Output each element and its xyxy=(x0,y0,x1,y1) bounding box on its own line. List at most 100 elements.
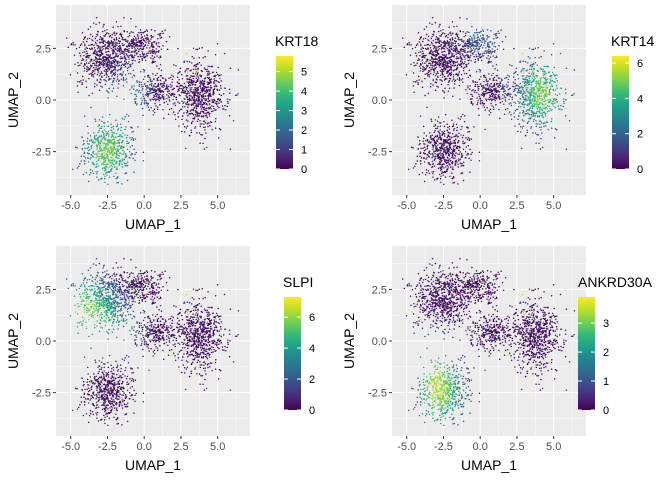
cell-point xyxy=(449,41,451,43)
cell-point xyxy=(438,131,440,134)
cell-point xyxy=(98,119,101,121)
cell-point xyxy=(119,45,121,47)
cell-point xyxy=(464,45,467,47)
cell-point xyxy=(190,69,193,71)
cell-point xyxy=(467,85,469,87)
cell-point xyxy=(502,94,504,96)
cell-point xyxy=(417,136,419,139)
cell-point xyxy=(482,33,484,36)
cell-point xyxy=(178,109,181,112)
cell-point xyxy=(449,31,451,33)
cell-point xyxy=(533,118,535,120)
cell-point xyxy=(197,118,199,120)
cell-point xyxy=(431,171,433,173)
cell-point xyxy=(183,61,185,64)
cell-point xyxy=(538,114,541,117)
cell-point xyxy=(133,75,136,77)
cell-point xyxy=(96,140,98,142)
cell-point xyxy=(95,166,97,168)
cell-point xyxy=(428,172,431,175)
cell-point xyxy=(514,125,516,127)
cell-point xyxy=(186,92,189,94)
cell-point xyxy=(438,45,440,48)
cell-point xyxy=(439,40,441,42)
cell-point xyxy=(177,85,179,88)
cell-point xyxy=(85,171,88,174)
cell-point xyxy=(131,55,133,57)
cell-point xyxy=(487,48,490,51)
cell-point xyxy=(515,70,517,73)
cell-point xyxy=(121,183,123,185)
cell-point xyxy=(434,64,437,67)
cell-point xyxy=(104,145,107,147)
cell-point xyxy=(150,42,153,45)
cell-point xyxy=(202,142,204,145)
cell-point xyxy=(153,56,156,58)
cell-point xyxy=(118,163,121,165)
cell-point xyxy=(461,58,463,61)
cell-point xyxy=(506,107,509,110)
cell-point xyxy=(549,107,551,110)
cell-point xyxy=(488,110,491,112)
cell-point xyxy=(466,31,468,33)
cell-point xyxy=(105,172,107,175)
cell-point xyxy=(443,150,446,152)
cell-point xyxy=(228,114,231,117)
cell-point xyxy=(174,102,176,104)
cell-point xyxy=(541,113,544,115)
cell-point xyxy=(463,72,466,75)
cell-point xyxy=(104,139,107,141)
cell-point xyxy=(430,58,433,60)
cell-point xyxy=(421,50,424,53)
cell-point xyxy=(522,77,524,80)
cell-point xyxy=(120,32,122,35)
cell-point xyxy=(424,174,427,176)
cell-point xyxy=(473,44,475,47)
cell-point xyxy=(533,112,536,114)
cell-point xyxy=(202,110,205,113)
cell-point xyxy=(107,120,109,123)
cell-point xyxy=(446,78,448,80)
cell-point xyxy=(469,35,472,38)
cell-point xyxy=(542,83,545,85)
cell-point xyxy=(495,37,498,39)
cell-point xyxy=(170,94,172,97)
cell-point xyxy=(203,120,206,122)
cell-point xyxy=(407,168,410,171)
cell-point xyxy=(449,132,451,134)
cell-point xyxy=(217,137,220,139)
cell-point xyxy=(493,42,496,44)
cell-point xyxy=(83,38,85,40)
cell-point xyxy=(454,42,457,45)
cell-point xyxy=(97,125,99,128)
cell-point xyxy=(443,91,446,94)
cell-point xyxy=(543,104,545,106)
cell-point xyxy=(449,146,452,149)
cell-point xyxy=(543,125,545,128)
cell-point xyxy=(103,135,105,138)
cell-point xyxy=(150,106,152,109)
cell-point xyxy=(455,33,457,36)
cell-point xyxy=(210,110,213,113)
cell-point xyxy=(524,78,526,80)
cell-point xyxy=(554,97,556,100)
cell-point xyxy=(453,32,455,34)
colorbar-label: 5 xyxy=(301,67,307,79)
cell-point xyxy=(142,159,145,162)
cell-point xyxy=(525,84,528,87)
cell-point xyxy=(131,127,133,129)
cell-point xyxy=(536,64,538,66)
cell-point xyxy=(493,76,496,79)
cell-point xyxy=(471,90,473,92)
cell-point xyxy=(122,77,125,79)
cell-point xyxy=(544,79,547,81)
cell-point xyxy=(422,55,424,57)
cell-point xyxy=(94,58,97,60)
cell-point xyxy=(203,89,205,92)
cell-point xyxy=(177,90,179,93)
cell-point xyxy=(188,97,191,99)
cell-point xyxy=(427,47,429,49)
cell-point xyxy=(100,150,103,152)
cell-point xyxy=(425,60,427,63)
cell-point xyxy=(157,85,159,87)
